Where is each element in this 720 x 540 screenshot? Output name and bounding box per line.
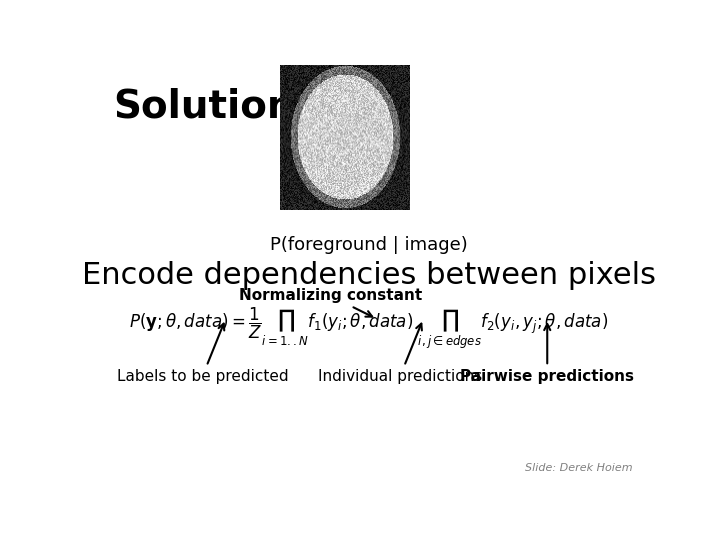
Text: Labels to be predicted: Labels to be predicted — [117, 323, 288, 384]
Text: $P(\mathbf{y};\theta,data)=\dfrac{1}{Z}\prod_{i=1..N}f_1(y_i;\theta,data)\ \prod: $P(\mathbf{y};\theta,data)=\dfrac{1}{Z}\… — [130, 305, 608, 350]
Text: Solution: Solution — [113, 88, 294, 126]
Text: P(foreground | image): P(foreground | image) — [270, 236, 468, 254]
Text: Individual predictions: Individual predictions — [318, 323, 482, 384]
Text: Encode dependencies between pixels: Encode dependencies between pixels — [82, 261, 656, 290]
Text: Pairwise predictions: Pairwise predictions — [460, 324, 634, 384]
Text: Normalizing constant: Normalizing constant — [238, 288, 422, 316]
Text: Slide: Derek Hoiem: Slide: Derek Hoiem — [525, 463, 632, 473]
